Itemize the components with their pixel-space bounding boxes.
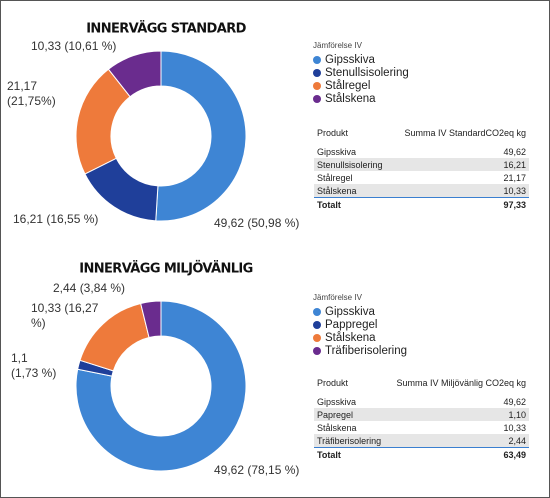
table-row: Stenullsisolering 16,21 bbox=[314, 158, 529, 171]
table-row: Stålregel 21,17 bbox=[314, 171, 529, 184]
table-row: Stålskena 10,33 bbox=[314, 184, 529, 198]
donut-slice bbox=[75, 300, 247, 472]
table-header: Produkt Summa IV StandardCO2eq kg bbox=[314, 121, 529, 145]
legend-marker bbox=[313, 334, 321, 342]
table-row: Totalt 63,49 bbox=[314, 447, 529, 461]
donut-slice bbox=[155, 50, 247, 222]
legend-title: Jämförelse IV bbox=[313, 41, 363, 50]
table-cell: Stålregel bbox=[317, 172, 353, 183]
table-row: Totalt 97,33 bbox=[314, 197, 529, 211]
table-cell: Papregel bbox=[314, 408, 388, 421]
table-cell: 63,49 bbox=[387, 447, 529, 461]
data-label: 21,17 (21,75%) bbox=[7, 79, 56, 108]
legend-marker bbox=[313, 82, 321, 90]
table-row: Träfiberisolering 2,44 bbox=[314, 434, 529, 448]
table-cell: 49,62 bbox=[503, 396, 526, 407]
legend-label: Stålskena bbox=[325, 332, 376, 344]
data-label: 2,44 (3,84 %) bbox=[53, 281, 126, 295]
table-cell: 16,21 bbox=[391, 158, 529, 171]
legend-marker bbox=[313, 95, 321, 103]
table-cell: 10,33 bbox=[503, 422, 526, 433]
data-label: 10,33 (16,27 %) bbox=[31, 301, 99, 330]
data-table: Produkt Summa IV Miljövänlig CO2eq kg Gips… bbox=[314, 371, 529, 461]
table-cell: 2,44 bbox=[387, 434, 529, 448]
table-cell: 21,17 bbox=[503, 172, 526, 183]
legend-marker bbox=[313, 321, 321, 329]
table-cell: 1,10 bbox=[387, 408, 529, 421]
legend-label: Gipsskiva bbox=[325, 54, 375, 66]
table-row: Papregel 1,10 bbox=[314, 408, 529, 421]
table-cell: 10,33 bbox=[391, 184, 529, 198]
data-label: 49,62 (50,98 %) bbox=[214, 216, 300, 230]
table-row: Gipsskiva 49,62 bbox=[314, 145, 529, 158]
header-cell: Summa IV Miljövänlig CO2eq kg bbox=[396, 378, 526, 388]
table-cell: Totalt bbox=[314, 447, 388, 461]
legend-marker bbox=[313, 347, 321, 355]
table-cell: Träfiberisolering bbox=[314, 434, 388, 448]
table-cell: 49,62 bbox=[503, 146, 526, 157]
table-cell: Gipsskiva bbox=[317, 396, 357, 407]
legend-label: Stålregel bbox=[325, 80, 370, 92]
donut-slice bbox=[140, 300, 162, 339]
table-cell: Totalt bbox=[314, 197, 392, 211]
donut-slice bbox=[107, 50, 162, 98]
data-label: 49,62 (78,15 %) bbox=[214, 463, 300, 477]
header-cell: Summa IV StandardCO2eq kg bbox=[404, 128, 526, 138]
legend-label: Träfiberisolering bbox=[325, 345, 407, 357]
legend-marker bbox=[313, 56, 321, 64]
chart-title: INNERVÄGG MILJÖVÄNLIG bbox=[79, 261, 253, 277]
table-row: Gipsskiva 49,62 bbox=[314, 395, 529, 408]
data-label: 16,21 (16,55 %) bbox=[13, 212, 99, 226]
table-cell: Stenullsisolering bbox=[314, 158, 392, 171]
legend-label: Gipsskiva bbox=[325, 306, 375, 318]
table-cell: Gipsskiva bbox=[317, 146, 357, 157]
table-cell: 97,33 bbox=[391, 197, 529, 211]
table-row: Stålskena 10,33 bbox=[314, 421, 529, 434]
legend-marker bbox=[313, 69, 321, 77]
header-cell: Produkt bbox=[317, 378, 349, 388]
header-cell: Produkt bbox=[317, 128, 349, 138]
legend-label: Stenullsisolering bbox=[325, 67, 409, 79]
table-cell: Stålskena bbox=[317, 422, 357, 433]
table-header: Produkt Summa IV Miljövänlig CO2eq kg bbox=[314, 371, 529, 395]
legend-label: Pappregel bbox=[325, 319, 377, 331]
data-label: 10,33 (10,61 %) bbox=[31, 39, 117, 53]
chart-title: INNERVÄGG STANDARD bbox=[86, 21, 246, 37]
legend-title: Jämförelse IV bbox=[313, 293, 363, 302]
data-table: Produkt Summa IV StandardCO2eq kg Gipsskiv… bbox=[314, 121, 529, 211]
legend-label: Stålskena bbox=[325, 93, 376, 105]
table-cell: Stålskena bbox=[314, 184, 392, 198]
legend-marker bbox=[313, 308, 321, 316]
data-label: 1,1 (1,73 %) bbox=[11, 351, 57, 380]
